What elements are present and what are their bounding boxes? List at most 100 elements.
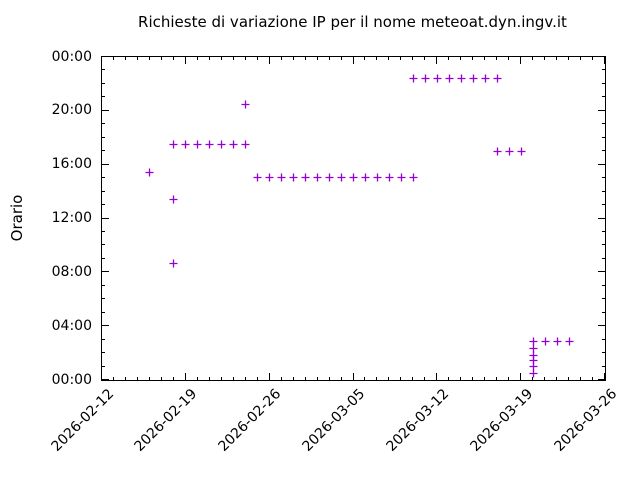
y-minor-tick (101, 365, 105, 367)
x-minor-tick (220, 56, 222, 60)
y-minor-tick (101, 244, 105, 246)
y-major-tick (101, 271, 109, 273)
x-minor-tick (340, 56, 342, 60)
x-minor-tick (220, 376, 222, 380)
y-minor-tick (601, 230, 605, 232)
y-minor-tick (601, 190, 605, 192)
x-major-tick (101, 372, 102, 380)
y-minor-tick (101, 123, 105, 125)
y-tick-label: 16:00 (51, 156, 92, 173)
y-major-tick (597, 217, 605, 219)
y-minor-tick (101, 96, 105, 98)
x-minor-tick (424, 376, 426, 380)
x-minor-tick (196, 56, 198, 60)
x-minor-tick (532, 56, 534, 60)
y-minor-tick (601, 365, 605, 367)
y-major-tick (597, 379, 605, 380)
y-major-tick (597, 271, 605, 273)
x-minor-tick (172, 376, 174, 380)
x-tick-label: 2026-03-12 (383, 385, 453, 455)
x-minor-tick (316, 376, 318, 380)
x-minor-tick (148, 56, 150, 60)
x-minor-tick (568, 376, 570, 380)
y-major-tick (101, 217, 109, 219)
x-minor-tick (508, 56, 510, 60)
y-major-tick (101, 163, 109, 165)
x-minor-tick (196, 376, 198, 380)
y-major-tick (597, 56, 605, 57)
x-minor-tick (244, 56, 246, 60)
x-minor-tick (412, 376, 414, 380)
plot-area (101, 56, 606, 381)
y-minor-tick (601, 257, 605, 259)
y-minor-tick (101, 298, 105, 300)
x-minor-tick (448, 376, 450, 380)
y-minor-tick (601, 96, 605, 98)
x-minor-tick (412, 56, 414, 60)
x-minor-tick (256, 56, 258, 60)
y-minor-tick (601, 311, 605, 313)
x-minor-tick (112, 56, 114, 60)
x-minor-tick (316, 56, 318, 60)
x-minor-tick (484, 56, 486, 60)
x-minor-tick (400, 56, 402, 60)
y-minor-tick (101, 352, 105, 354)
x-minor-tick (160, 56, 162, 60)
x-minor-tick (232, 56, 234, 60)
x-minor-tick (472, 56, 474, 60)
x-minor-tick (208, 376, 210, 380)
x-minor-tick (364, 56, 366, 60)
x-major-tick (520, 56, 522, 64)
x-minor-tick (160, 376, 162, 380)
x-minor-tick (556, 376, 558, 380)
x-tick-label: 2026-02-12 (47, 385, 117, 455)
y-minor-tick (601, 150, 605, 152)
x-minor-tick (292, 56, 294, 60)
x-minor-tick (244, 376, 246, 380)
x-minor-tick (448, 56, 450, 60)
y-tick-label: 20:00 (51, 102, 92, 119)
x-minor-tick (208, 56, 210, 60)
x-minor-tick (460, 376, 462, 380)
x-minor-tick (400, 376, 402, 380)
x-minor-tick (232, 376, 234, 380)
x-minor-tick (124, 56, 126, 60)
x-minor-tick (148, 376, 150, 380)
y-minor-tick (101, 177, 105, 179)
x-minor-tick (124, 376, 126, 380)
x-tick-label: 2026-02-19 (131, 385, 201, 455)
x-minor-tick (328, 376, 330, 380)
y-minor-tick (601, 204, 605, 206)
x-minor-tick (424, 56, 426, 60)
x-tick-label: 2026-02-26 (215, 385, 285, 455)
y-minor-tick (101, 136, 105, 138)
y-minor-tick (101, 284, 105, 286)
y-minor-tick (101, 190, 105, 192)
x-major-tick (184, 56, 186, 64)
y-major-tick (597, 325, 605, 327)
x-major-tick (352, 56, 354, 64)
x-minor-tick (544, 376, 546, 380)
x-minor-tick (388, 56, 390, 60)
y-major-tick (101, 109, 109, 111)
y-minor-tick (101, 150, 105, 152)
y-minor-tick (101, 204, 105, 206)
x-minor-tick (136, 56, 138, 60)
x-major-tick (352, 372, 354, 380)
y-tick-label: 08:00 (51, 263, 92, 280)
x-major-tick (604, 372, 605, 380)
x-minor-tick (568, 56, 570, 60)
y-major-tick (101, 379, 109, 380)
x-minor-tick (532, 376, 534, 380)
y-minor-tick (101, 230, 105, 232)
y-minor-tick (601, 136, 605, 138)
chart-title: Richieste di variazione IP per il nome m… (138, 13, 567, 31)
y-minor-tick (601, 244, 605, 246)
y-minor-tick (601, 177, 605, 179)
x-tick-label: 2026-03-05 (299, 385, 369, 455)
x-minor-tick (496, 56, 498, 60)
x-major-tick (268, 372, 270, 380)
x-major-tick (436, 372, 438, 380)
x-major-tick (184, 372, 186, 380)
